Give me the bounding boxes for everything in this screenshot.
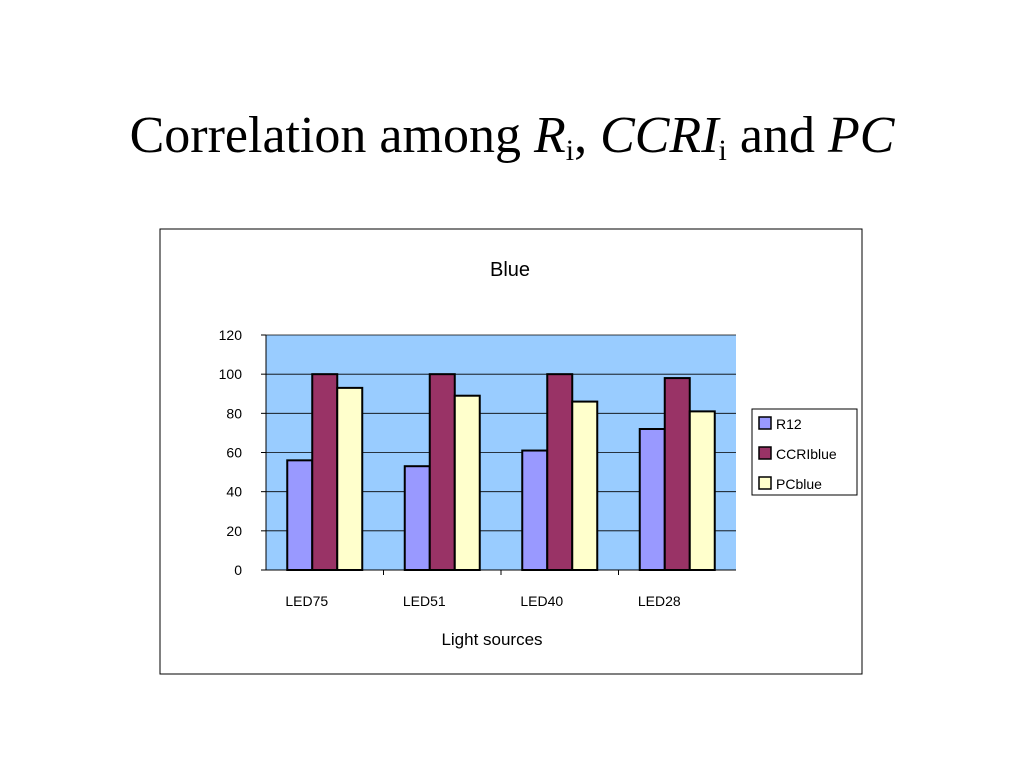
legend-label-ccriblue: CCRIblue bbox=[776, 446, 837, 462]
title-pc-symbol: PC bbox=[827, 107, 895, 164]
bar-pcblue-led51 bbox=[453, 394, 481, 572]
y-tick-label: 100 bbox=[219, 366, 243, 382]
y-tick-label: 80 bbox=[226, 405, 242, 421]
x-tick-label: LED51 bbox=[403, 593, 446, 609]
y-axis-ticks: 0 20 40 60 80 100 120 bbox=[219, 327, 266, 578]
title-and: and bbox=[726, 107, 828, 164]
chart-title: Blue bbox=[490, 259, 530, 281]
y-tick-label: 120 bbox=[219, 327, 243, 343]
legend-swatch-ccriblue bbox=[758, 446, 772, 460]
x-tick-label: LED40 bbox=[520, 593, 563, 609]
bar-r12-led75 bbox=[286, 459, 314, 572]
bar-ccriblue-led28 bbox=[663, 377, 691, 572]
bar-ccriblue-led51 bbox=[428, 373, 456, 571]
legend-swatch-r12 bbox=[758, 416, 772, 430]
title-r-subscript: i bbox=[565, 134, 575, 167]
y-tick-label: 20 bbox=[226, 523, 242, 539]
title-ccri-subscript: i bbox=[718, 134, 727, 167]
bar-pcblue-led40 bbox=[571, 400, 599, 572]
bar-r12-led40 bbox=[521, 449, 549, 571]
legend-swatch-pcblue bbox=[758, 476, 772, 490]
bar-r12-led51 bbox=[403, 465, 431, 572]
bar-pcblue-led28 bbox=[688, 410, 716, 571]
legend-label-r12: R12 bbox=[776, 416, 802, 432]
bar-pcblue-led75 bbox=[336, 386, 364, 571]
x-tick-label: LED75 bbox=[285, 593, 328, 609]
x-axis-labels: LED75 LED51 LED40 LED28 bbox=[285, 570, 681, 609]
slide-title: Correlation among Ri, CCRIi and PC bbox=[0, 100, 1024, 187]
bar-ccriblue-led40 bbox=[546, 373, 574, 571]
bar-r12-led28 bbox=[638, 428, 666, 571]
title-text: Correlation among bbox=[129, 107, 534, 164]
bars bbox=[286, 373, 716, 572]
title-r-symbol: R bbox=[533, 107, 566, 164]
title-ccri-symbol: CCRI bbox=[600, 107, 719, 164]
y-tick-label: 0 bbox=[234, 562, 242, 578]
legend: R12 CCRIblue PCblue bbox=[758, 416, 837, 492]
x-tick-label: LED28 bbox=[638, 593, 681, 609]
x-axis-label: Light sources bbox=[441, 630, 542, 649]
y-tick-label: 60 bbox=[226, 445, 242, 461]
legend-label-pcblue: PCblue bbox=[776, 476, 822, 492]
bar-ccriblue-led75 bbox=[311, 373, 339, 571]
y-tick-label: 40 bbox=[226, 484, 242, 500]
title-comma: , bbox=[574, 107, 601, 164]
